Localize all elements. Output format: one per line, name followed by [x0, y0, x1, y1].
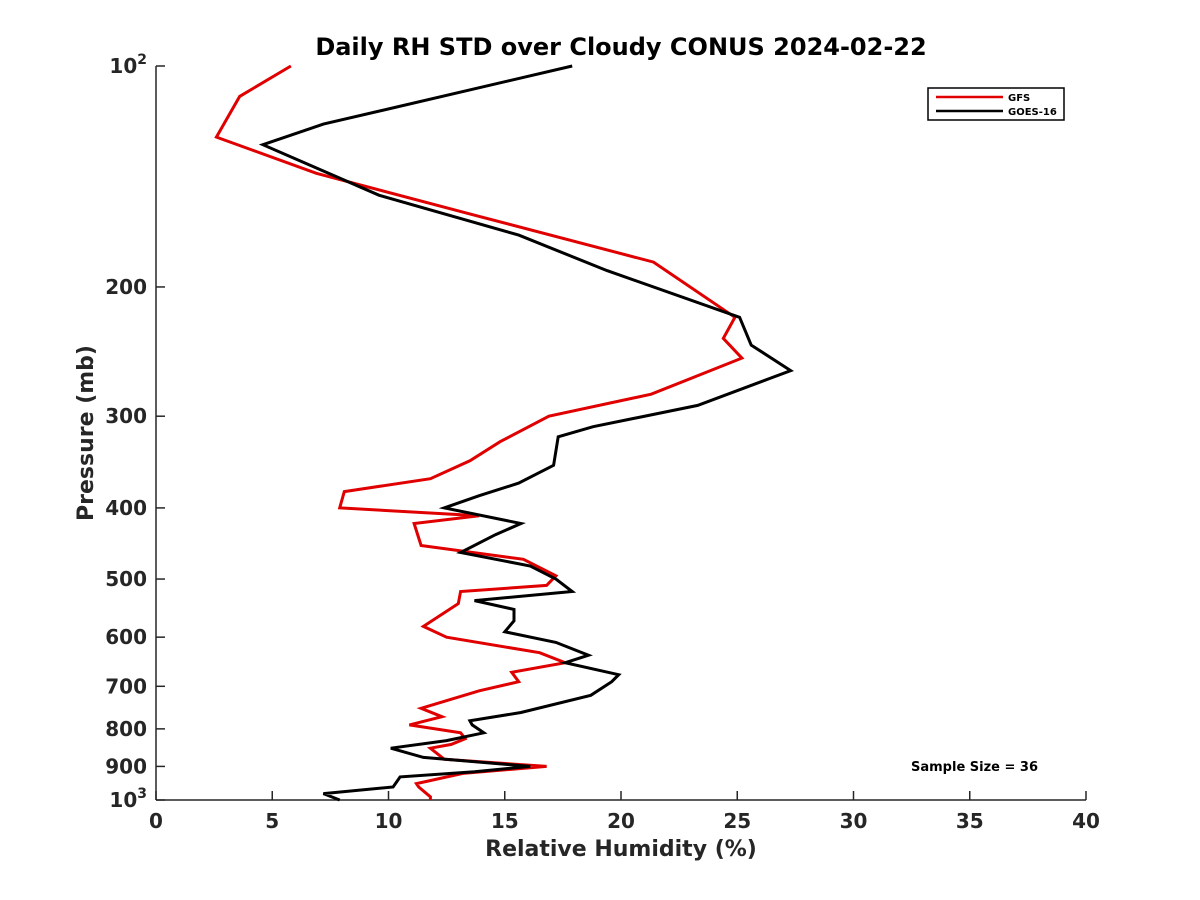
- series-line-gfs: [214, 64, 745, 800]
- x-tick-label: 15: [491, 809, 519, 833]
- x-tick-label: 40: [1072, 809, 1100, 833]
- x-tick-label: 25: [723, 809, 751, 833]
- x-tick-label: 10: [375, 809, 403, 833]
- x-tick-label: 35: [956, 809, 984, 833]
- x-axis-label: Relative Humidity (%): [485, 837, 757, 862]
- y-tick-label: 900: [105, 754, 147, 778]
- x-tick-label: 20: [607, 809, 635, 833]
- y-tick-label: 103: [109, 786, 147, 812]
- legend: GFS GOES-16: [927, 87, 1065, 121]
- x-tick-label: 0: [149, 809, 163, 833]
- y-tick-label: 200: [105, 275, 147, 299]
- y-tick-label: 500: [105, 567, 147, 591]
- legend-label-goes-16: GOES-16: [1008, 107, 1057, 118]
- y-axis-label: Pressure (mb): [74, 345, 99, 521]
- y-tick-label: 700: [105, 674, 147, 698]
- y-tick-label: 600: [105, 625, 147, 649]
- legend-box: [927, 87, 1065, 121]
- chart-title: Daily RH STD over Cloudy CONUS 2024-02-2…: [315, 33, 926, 61]
- y-tick-label: 102: [109, 52, 147, 78]
- plot-axes: 0 5 10 15 20 25 30 35 40 102 200 300 400 500 600 700 800…: [105, 52, 1100, 833]
- x-tick-label: 30: [840, 809, 868, 833]
- y-tick-label: 800: [105, 717, 147, 741]
- y-tick-label: 300: [105, 404, 147, 428]
- y-tick-label: 400: [105, 496, 147, 520]
- series-layer: [214, 64, 795, 802]
- series-line-goes-16: [258, 64, 795, 802]
- legend-label-gfs: GFS: [1008, 93, 1030, 104]
- sample-size-annotation: Sample Size = 36: [911, 760, 1038, 775]
- x-tick-label: 5: [265, 809, 279, 833]
